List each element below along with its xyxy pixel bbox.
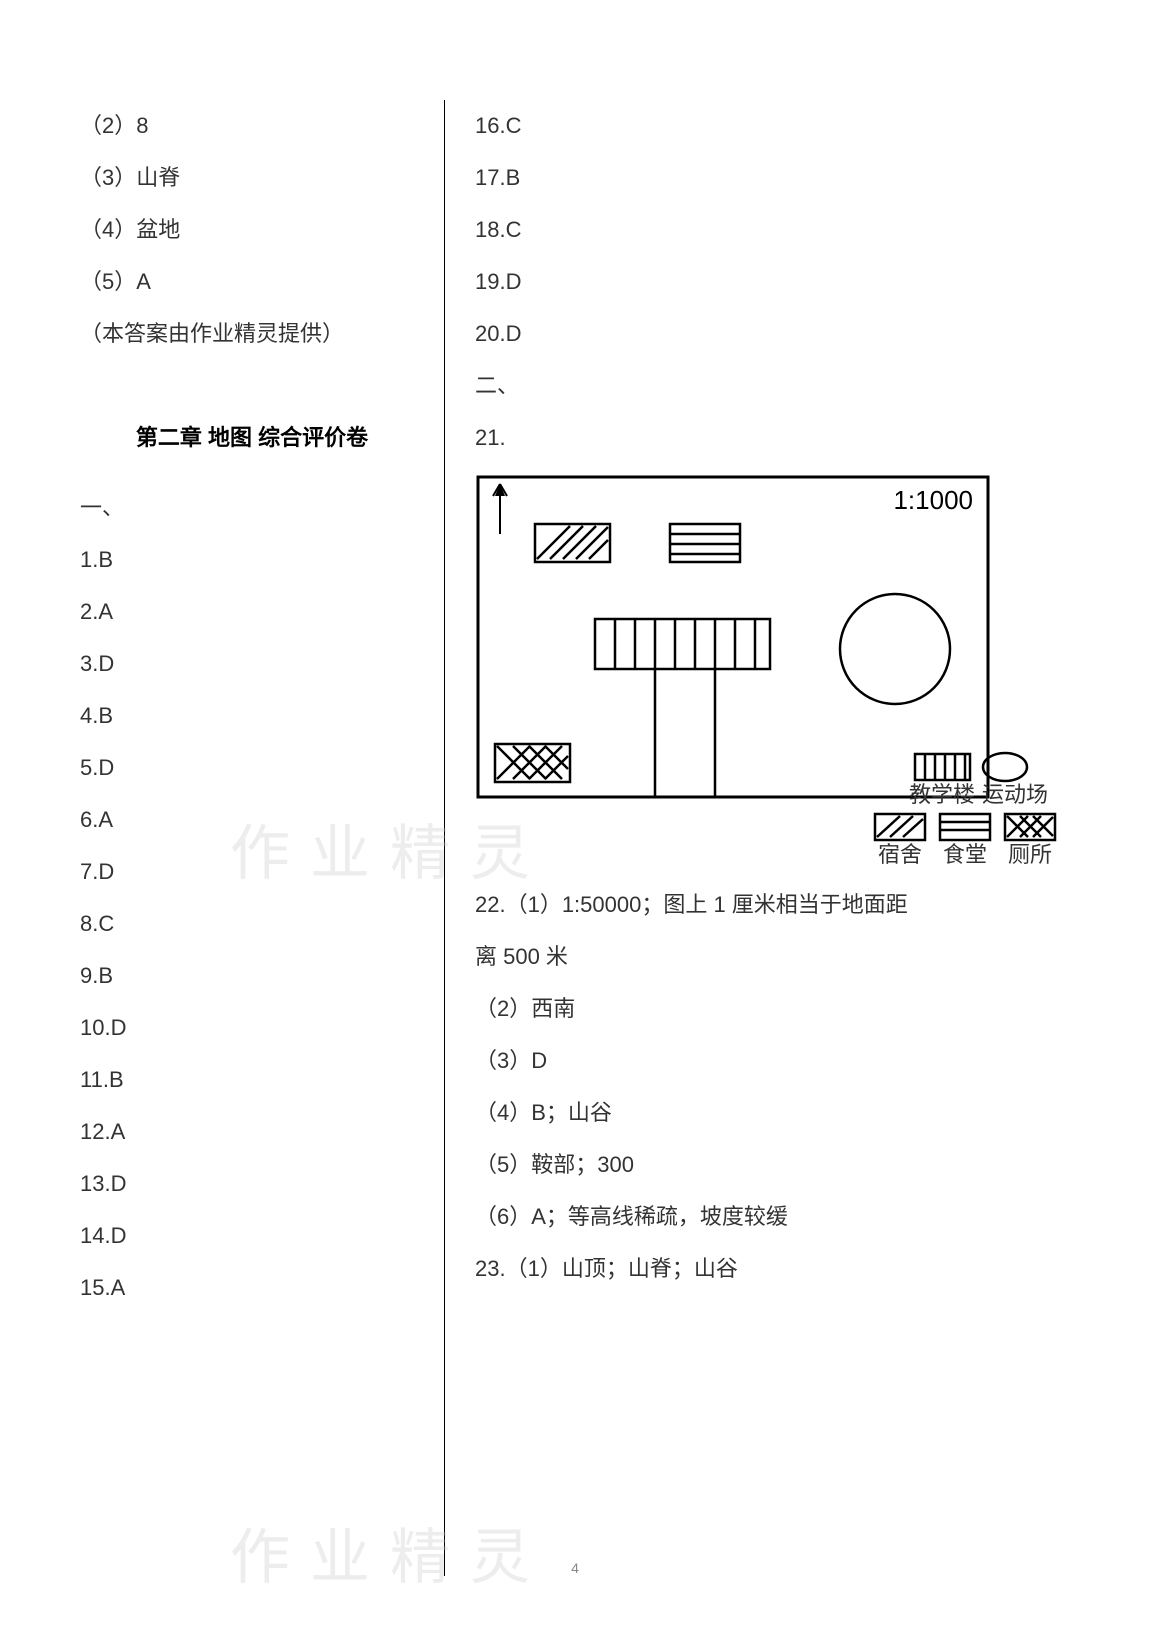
q22-line-3: （2）西南 <box>475 983 1130 1035</box>
page-number: 4 <box>571 1560 579 1576</box>
answer-5: 5.D <box>80 742 424 794</box>
answer-1: 1.B <box>80 534 424 586</box>
answer-6: 6.A <box>80 794 424 846</box>
answer-12: 12.A <box>80 1106 424 1158</box>
answer-13: 13.D <box>80 1158 424 1210</box>
campus-map-diagram: 1:1000 <box>475 474 1130 869</box>
answer-19: 19.D <box>475 256 1130 308</box>
q22-line-2: 离 500 米 <box>475 931 1130 983</box>
q23-line: 23.（1）山顶；山脊；山谷 <box>475 1243 1130 1295</box>
answer-11: 11.B <box>80 1054 424 1106</box>
prev-answer-note: （本答案由作业精灵提供） <box>80 308 424 360</box>
q22-line-6: （5）鞍部；300 <box>475 1139 1130 1191</box>
section-two-label: 二、 <box>475 360 1130 412</box>
map-scale-text: 1:1000 <box>893 485 973 515</box>
section-one-label: 一、 <box>80 482 424 534</box>
answer-3: 3.D <box>80 638 424 690</box>
prev-answer-2: （2）8 <box>80 100 424 152</box>
answer-8: 8.C <box>80 898 424 950</box>
answer-20: 20.D <box>475 308 1130 360</box>
campus-map-svg: 1:1000 <box>475 474 1135 864</box>
svg-text:食堂: 食堂 <box>943 842 987 864</box>
answer-16: 16.C <box>475 100 1130 152</box>
svg-text:厕所: 厕所 <box>1008 842 1052 864</box>
q22-line-4: （3）D <box>475 1035 1130 1087</box>
answer-9: 9.B <box>80 950 424 1002</box>
q21-label: 21. <box>475 412 1130 464</box>
svg-text:运动场: 运动场 <box>982 782 1048 807</box>
answer-15: 15.A <box>80 1262 424 1314</box>
svg-text:宿舍: 宿舍 <box>878 842 922 864</box>
answer-10: 10.D <box>80 1002 424 1054</box>
q22-line-1: 22.（1）1:50000；图上 1 厘米相当于地面距 <box>475 879 1130 931</box>
prev-answer-4: （4）盆地 <box>80 204 424 256</box>
chapter-title: 第二章 地图 综合评价卷 <box>80 420 424 452</box>
answer-14: 14.D <box>80 1210 424 1262</box>
q22-line-5: （4）B；山谷 <box>475 1087 1130 1139</box>
prev-answer-5: （5）A <box>80 256 424 308</box>
answer-4: 4.B <box>80 690 424 742</box>
answer-2: 2.A <box>80 586 424 638</box>
q22-line-7: （6）A；等高线稀疏，坡度较缓 <box>475 1191 1130 1243</box>
left-column: （2）8 （3）山脊 （4）盆地 （5）A （本答案由作业精灵提供） 第二章 地… <box>0 100 445 1576</box>
answer-17: 17.B <box>475 152 1130 204</box>
right-column: 16.C 17.B 18.C 19.D 20.D 二、 21. 1:1000 <box>445 100 1150 1576</box>
answer-18: 18.C <box>475 204 1130 256</box>
svg-text:教学楼: 教学楼 <box>909 782 975 807</box>
answer-7: 7.D <box>80 846 424 898</box>
prev-answer-3: （3）山脊 <box>80 152 424 204</box>
